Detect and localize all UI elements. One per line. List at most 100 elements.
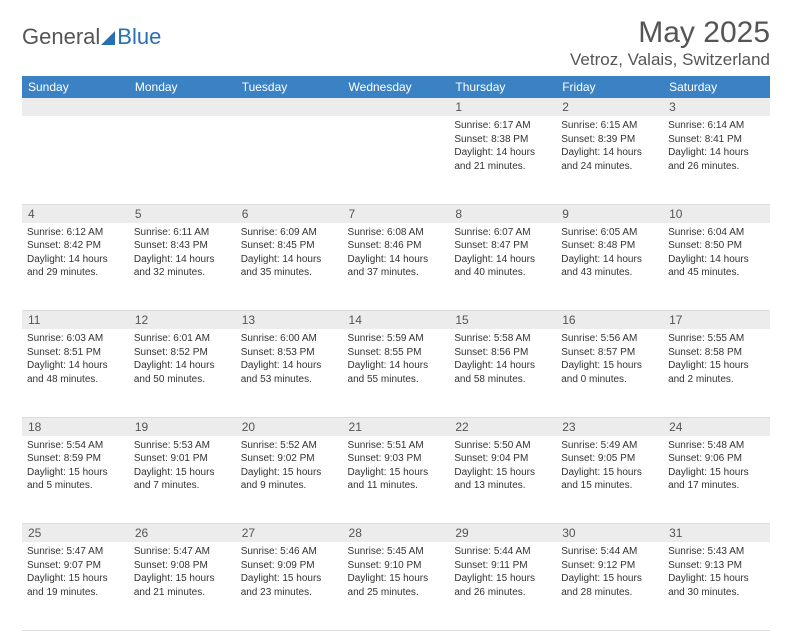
page-header: General Blue May 2025 Vetroz, Valais, Sw… [22,18,770,70]
day-number-cell: 12 [129,311,236,330]
day-content-cell: Sunrise: 6:07 AMSunset: 8:47 PMDaylight:… [449,223,556,311]
day-content: Sunrise: 5:52 AMSunset: 9:02 PMDaylight:… [236,436,343,497]
day-content: Sunrise: 5:56 AMSunset: 8:57 PMDaylight:… [556,329,663,390]
daylight-text: Daylight: 14 hours and 45 minutes. [668,253,765,280]
sunrise-text: Sunrise: 6:15 AM [561,119,658,133]
daylight-text: Daylight: 15 hours and 21 minutes. [134,572,231,599]
day-number-cell: 15 [449,311,556,330]
sunrise-text: Sunrise: 5:51 AM [348,439,445,453]
daylight-text: Daylight: 14 hours and 48 minutes. [27,359,124,386]
day-number-cell [129,98,236,116]
day-number-cell: 28 [343,524,450,543]
daylight-text: Daylight: 15 hours and 17 minutes. [668,466,765,493]
daycontent-row: Sunrise: 6:17 AMSunset: 8:38 PMDaylight:… [22,116,770,204]
sunrise-text: Sunrise: 5:59 AM [348,332,445,346]
day-content: Sunrise: 5:59 AMSunset: 8:55 PMDaylight:… [343,329,450,390]
day-content-cell [22,116,129,204]
day-header: Monday [129,76,236,98]
day-content-cell: Sunrise: 6:17 AMSunset: 8:38 PMDaylight:… [449,116,556,204]
day-content-cell: Sunrise: 5:59 AMSunset: 8:55 PMDaylight:… [343,329,450,417]
day-content-cell: Sunrise: 5:51 AMSunset: 9:03 PMDaylight:… [343,436,450,524]
sunrise-text: Sunrise: 6:01 AM [134,332,231,346]
day-content-cell: Sunrise: 5:49 AMSunset: 9:05 PMDaylight:… [556,436,663,524]
daycontent-row: Sunrise: 5:47 AMSunset: 9:07 PMDaylight:… [22,542,770,630]
day-number-cell: 30 [556,524,663,543]
day-content: Sunrise: 5:51 AMSunset: 9:03 PMDaylight:… [343,436,450,497]
day-content: Sunrise: 6:15 AMSunset: 8:39 PMDaylight:… [556,116,663,177]
day-number-cell: 23 [556,417,663,436]
day-number-cell [236,98,343,116]
daylight-text: Daylight: 15 hours and 7 minutes. [134,466,231,493]
day-content-cell: Sunrise: 5:47 AMSunset: 9:08 PMDaylight:… [129,542,236,630]
sunset-text: Sunset: 9:01 PM [134,452,231,466]
day-content-cell: Sunrise: 5:58 AMSunset: 8:56 PMDaylight:… [449,329,556,417]
sunset-text: Sunset: 8:46 PM [348,239,445,253]
sunrise-text: Sunrise: 5:55 AM [668,332,765,346]
sunrise-text: Sunrise: 6:04 AM [668,226,765,240]
day-content: Sunrise: 6:14 AMSunset: 8:41 PMDaylight:… [663,116,770,177]
day-number-cell: 27 [236,524,343,543]
sunrise-text: Sunrise: 6:09 AM [241,226,338,240]
day-content-cell [343,116,450,204]
sunrise-text: Sunrise: 6:00 AM [241,332,338,346]
daylight-text: Daylight: 14 hours and 58 minutes. [454,359,551,386]
sunset-text: Sunset: 8:53 PM [241,346,338,360]
daylight-text: Daylight: 14 hours and 29 minutes. [27,253,124,280]
sunset-text: Sunset: 8:38 PM [454,133,551,147]
daylight-text: Daylight: 15 hours and 13 minutes. [454,466,551,493]
day-header: Saturday [663,76,770,98]
daylight-text: Daylight: 14 hours and 43 minutes. [561,253,658,280]
day-number-cell [22,98,129,116]
day-content: Sunrise: 5:50 AMSunset: 9:04 PMDaylight:… [449,436,556,497]
daylight-text: Daylight: 15 hours and 0 minutes. [561,359,658,386]
sunrise-text: Sunrise: 6:12 AM [27,226,124,240]
logo-text-general: General [22,24,100,50]
day-number-cell: 16 [556,311,663,330]
daylight-text: Daylight: 14 hours and 50 minutes. [134,359,231,386]
day-content: Sunrise: 6:04 AMSunset: 8:50 PMDaylight:… [663,223,770,284]
day-header: Friday [556,76,663,98]
day-header: Sunday [22,76,129,98]
day-content-cell: Sunrise: 5:53 AMSunset: 9:01 PMDaylight:… [129,436,236,524]
day-content-cell: Sunrise: 6:05 AMSunset: 8:48 PMDaylight:… [556,223,663,311]
sunset-text: Sunset: 8:52 PM [134,346,231,360]
day-content: Sunrise: 6:17 AMSunset: 8:38 PMDaylight:… [449,116,556,177]
day-content: Sunrise: 5:44 AMSunset: 9:11 PMDaylight:… [449,542,556,603]
day-content-cell: Sunrise: 6:14 AMSunset: 8:41 PMDaylight:… [663,116,770,204]
day-number-cell: 13 [236,311,343,330]
daylight-text: Daylight: 15 hours and 5 minutes. [27,466,124,493]
sunset-text: Sunset: 8:59 PM [27,452,124,466]
day-number-cell: 4 [22,204,129,223]
day-content: Sunrise: 6:01 AMSunset: 8:52 PMDaylight:… [129,329,236,390]
day-content-cell: Sunrise: 6:03 AMSunset: 8:51 PMDaylight:… [22,329,129,417]
daylight-text: Daylight: 14 hours and 37 minutes. [348,253,445,280]
sunrise-text: Sunrise: 5:47 AM [27,545,124,559]
day-content-cell: Sunrise: 6:11 AMSunset: 8:43 PMDaylight:… [129,223,236,311]
day-content-cell: Sunrise: 5:45 AMSunset: 9:10 PMDaylight:… [343,542,450,630]
day-content-cell: Sunrise: 6:04 AMSunset: 8:50 PMDaylight:… [663,223,770,311]
day-number-cell: 21 [343,417,450,436]
daylight-text: Daylight: 15 hours and 25 minutes. [348,572,445,599]
day-content: Sunrise: 5:54 AMSunset: 8:59 PMDaylight:… [22,436,129,497]
day-content: Sunrise: 5:55 AMSunset: 8:58 PMDaylight:… [663,329,770,390]
sunrise-text: Sunrise: 5:48 AM [668,439,765,453]
sunrise-text: Sunrise: 5:54 AM [27,439,124,453]
day-content: Sunrise: 5:49 AMSunset: 9:05 PMDaylight:… [556,436,663,497]
calendar-table: SundayMondayTuesdayWednesdayThursdayFrid… [22,76,770,631]
sunset-text: Sunset: 9:05 PM [561,452,658,466]
day-number-cell: 6 [236,204,343,223]
daylight-text: Daylight: 14 hours and 21 minutes. [454,146,551,173]
day-content: Sunrise: 6:12 AMSunset: 8:42 PMDaylight:… [22,223,129,284]
day-content: Sunrise: 6:07 AMSunset: 8:47 PMDaylight:… [449,223,556,284]
calendar-body: 123Sunrise: 6:17 AMSunset: 8:38 PMDaylig… [22,98,770,630]
day-content-cell [129,116,236,204]
daylight-text: Daylight: 14 hours and 32 minutes. [134,253,231,280]
daylight-text: Daylight: 14 hours and 35 minutes. [241,253,338,280]
day-content-cell: Sunrise: 5:56 AMSunset: 8:57 PMDaylight:… [556,329,663,417]
sunset-text: Sunset: 8:41 PM [668,133,765,147]
day-content: Sunrise: 5:45 AMSunset: 9:10 PMDaylight:… [343,542,450,603]
day-content-cell: Sunrise: 5:55 AMSunset: 8:58 PMDaylight:… [663,329,770,417]
location-subtitle: Vetroz, Valais, Switzerland [570,50,770,70]
sunrise-text: Sunrise: 5:44 AM [561,545,658,559]
day-header: Tuesday [236,76,343,98]
